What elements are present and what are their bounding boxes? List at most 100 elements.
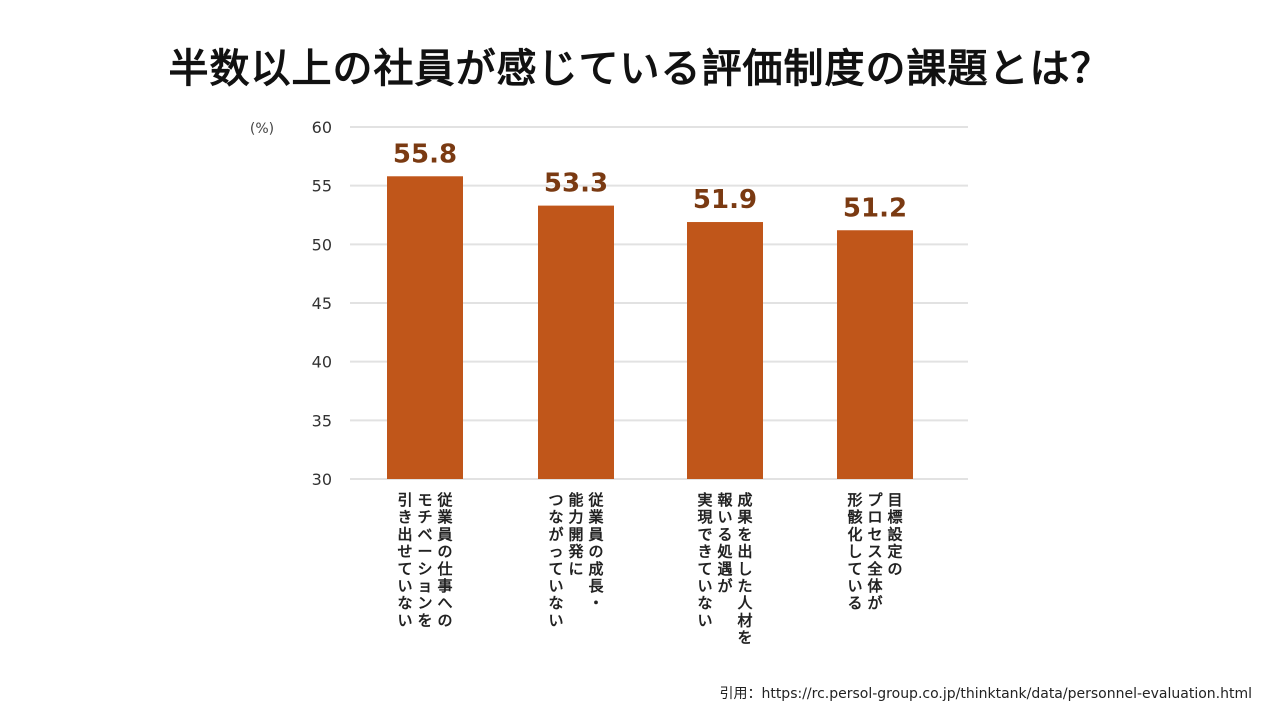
category-label-char: を [737, 525, 752, 543]
bar [687, 222, 763, 480]
category-label-char: 骸 [847, 508, 862, 526]
category-label-char: の [588, 543, 603, 561]
category-label-char: の [437, 543, 452, 561]
category-label-char: 長 [588, 577, 604, 595]
category-label-char: 引 [397, 491, 412, 509]
category-label-char: 能 [568, 491, 583, 509]
category-label-char: い [847, 577, 862, 595]
page-title: 半数以上の社員が感じている評価制度の課題とは？ [168, 46, 1112, 92]
bar [837, 230, 913, 479]
bar-value-label: 55.8 [393, 139, 457, 169]
bar-value-label: 51.2 [843, 193, 907, 223]
category-label-char: て [697, 560, 712, 578]
category-label-char: き [397, 508, 412, 526]
category-label-char: 成 [588, 560, 603, 578]
category-label-char: を [417, 611, 432, 629]
category-label-char: き [697, 543, 712, 561]
category-label-char: い [548, 577, 563, 595]
category-label-char: な [397, 594, 412, 612]
category-label-char: の [437, 611, 452, 629]
category-label-char: 事 [437, 577, 452, 595]
category-label-char: プ [867, 491, 883, 509]
category-label-char: て [847, 560, 862, 578]
category-label-char: っ [548, 543, 563, 561]
category-label-char: ベ [417, 525, 432, 543]
category-label-char: せ [397, 543, 412, 561]
y-unit-label: (%) [250, 121, 274, 137]
category-label-char: チ [417, 508, 432, 526]
category-label-char: 現 [697, 508, 712, 526]
category-label-char: ョ [417, 577, 432, 595]
category-label-char: 定 [887, 543, 902, 561]
y-tick-label: 30 [312, 470, 332, 489]
category-label-char: 員 [587, 525, 603, 543]
category-label-char: に [568, 560, 583, 578]
bar [538, 205, 614, 479]
y-tick-label: 55 [312, 177, 332, 196]
category-label-char: 成 [737, 491, 752, 509]
category-label-char: い [697, 611, 712, 629]
category-label-char: な [697, 594, 712, 612]
category-label-char: い [397, 611, 412, 629]
category-label-char: い [697, 577, 712, 595]
category-label-char: ・ [588, 594, 603, 612]
category-label-char: が [548, 525, 564, 543]
category-label-char: ス [867, 543, 882, 561]
y-tick-label: 35 [312, 411, 332, 430]
category-label-char: て [548, 560, 563, 578]
category-label-char: 開 [568, 525, 583, 543]
category-label-char: 員 [436, 525, 452, 543]
category-label-char: ー [417, 543, 432, 561]
category-label-char: 実 [697, 491, 712, 509]
category-label-char: 標 [887, 508, 902, 526]
category-label-char: て [397, 560, 412, 578]
y-tick-label: 40 [312, 353, 332, 372]
category-label-char: な [548, 594, 563, 612]
category-label-char: へ [437, 594, 452, 612]
category-label-char: シ [417, 560, 432, 578]
category-label-char: セ [867, 525, 882, 543]
category-label-char: 形 [847, 491, 862, 509]
category-label-char: つ [548, 491, 563, 509]
category-label-char: が [867, 594, 883, 612]
category-label-char: し [737, 560, 752, 578]
y-tick-label: 50 [312, 235, 332, 254]
bar [387, 176, 463, 479]
category-label-char: た [737, 577, 752, 595]
category-label-char: 目 [887, 491, 902, 509]
category-label-char: い [397, 577, 412, 595]
category-label-char: で [697, 525, 712, 543]
category-label-char: が [717, 577, 733, 595]
category-label-char: 材 [737, 611, 752, 629]
category-label-char: 体 [867, 577, 883, 595]
category-label-char: 発 [567, 543, 584, 561]
category-label-char: 出 [737, 543, 752, 561]
category-label-char: モ [417, 491, 432, 509]
bar-value-label: 51.9 [693, 185, 757, 215]
category-label-char: る [847, 594, 862, 612]
bar-value-label: 53.3 [544, 169, 608, 199]
source-citation: 引用：https://rc.persol-group.co.jp/thinkta… [719, 686, 1252, 702]
category-label-char: し [847, 543, 862, 561]
category-label-char: 全 [866, 560, 883, 578]
category-label-char: 果 [736, 508, 753, 526]
category-label-char: 業 [587, 508, 604, 526]
category-label-char: い [548, 611, 563, 629]
category-label-char: い [717, 508, 732, 526]
category-label-char: 業 [436, 508, 453, 526]
category-label-char: 出 [397, 525, 412, 543]
y-tick-label: 60 [312, 118, 332, 137]
category-label-char: ン [417, 594, 432, 612]
category-label-char: を [737, 629, 752, 647]
y-tick-label: 45 [312, 294, 332, 313]
category-label-char: 力 [568, 508, 583, 526]
category-label-char: 化 [847, 525, 862, 543]
category-label-char: 従 [587, 491, 604, 509]
category-label-char: 設 [887, 525, 903, 543]
category-label-char: 仕 [436, 560, 452, 578]
category-label-char: の [887, 560, 902, 578]
category-label-char: 人 [737, 594, 753, 612]
category-label-char: る [717, 525, 732, 543]
category-label-char: 従 [436, 491, 453, 509]
